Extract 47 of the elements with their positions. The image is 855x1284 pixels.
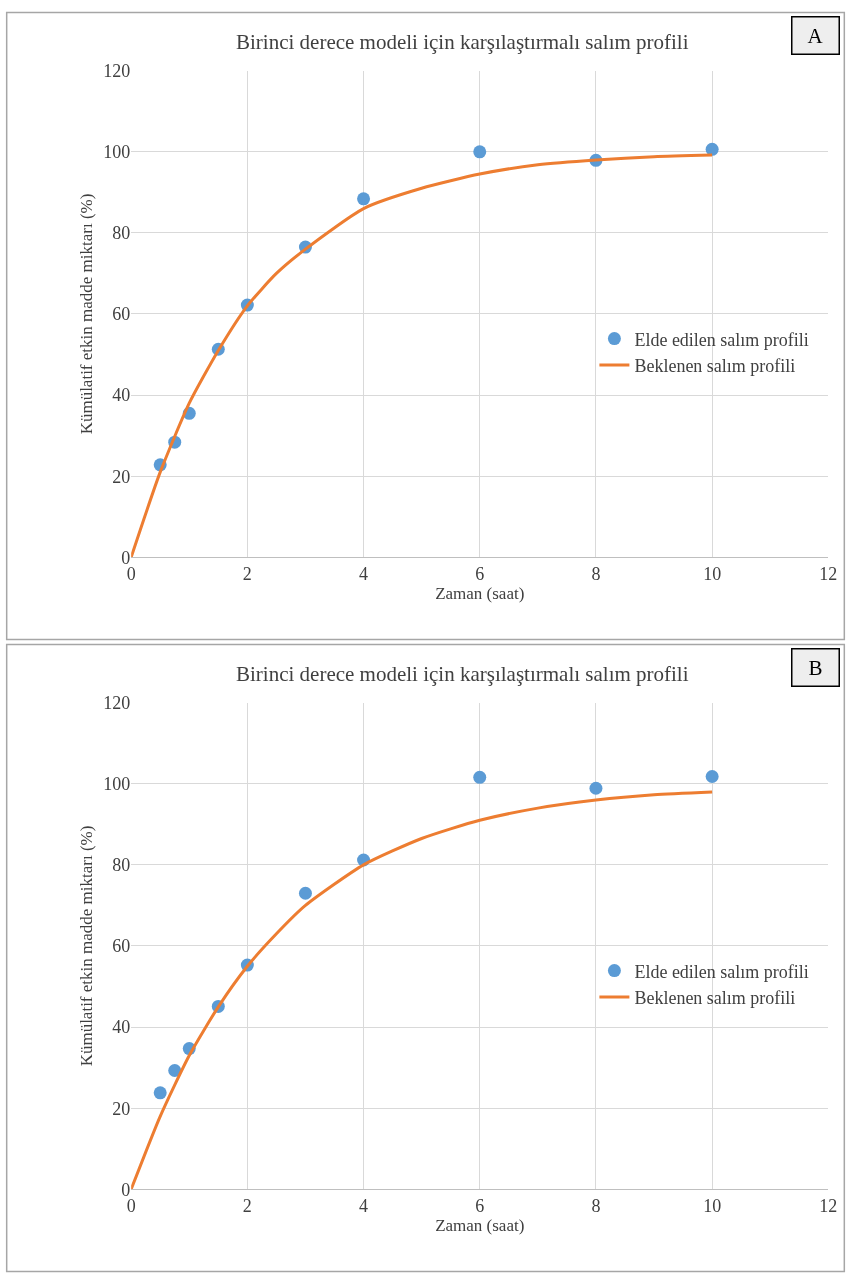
y-tick-label: 0	[121, 547, 131, 568]
y-tick-label: 0	[121, 1179, 131, 1200]
legend-label: Elde edilen salım profili	[634, 329, 809, 350]
text: B	[808, 655, 823, 680]
point	[705, 142, 719, 156]
point	[705, 769, 719, 783]
text: A	[807, 23, 824, 48]
x-tick-label: 10	[703, 1195, 722, 1216]
x-tick-label: 2	[242, 563, 252, 584]
point	[298, 886, 312, 900]
point	[168, 1063, 182, 1077]
point	[357, 192, 371, 206]
y-tick-label: 100	[103, 774, 131, 795]
x-tick-label: 4	[359, 563, 369, 584]
y-tick-label: 20	[112, 466, 131, 487]
y-tick-label: 120	[103, 60, 131, 81]
y-tick-label: 40	[112, 1017, 131, 1038]
y-tick-label: 40	[112, 385, 131, 406]
x-tick-label: 10	[703, 563, 722, 584]
chart-title: Birinci derece modeli için karşılaştırmalı salım profili	[236, 662, 689, 686]
point	[153, 1086, 167, 1100]
y-tick-label: 20	[112, 1098, 131, 1119]
y-tick-label: 80	[112, 223, 131, 244]
x-tick-label: 2	[242, 1195, 252, 1216]
x-axis-title: Zaman (saat)	[435, 584, 525, 604]
x-tick-label: 6	[475, 563, 485, 584]
y-axis-title: Kümülatif etkin madde miktarı (%)	[76, 825, 96, 1067]
chart-title: Birinci derece modeli için karşılaştırmalı salım profili	[236, 30, 689, 54]
point	[473, 145, 487, 159]
x-tick-label: 4	[359, 1195, 369, 1216]
legend-label: Beklenen salım profili	[634, 988, 796, 1009]
y-tick-label: 60	[112, 936, 131, 957]
legend-label: Beklenen salım profili	[634, 356, 796, 377]
x-tick-label: 12	[819, 563, 838, 584]
legend-label: Elde edilen salım profili	[634, 961, 809, 982]
point	[473, 770, 487, 784]
x-tick-label: 8	[591, 563, 601, 584]
x-tick-label: 6	[475, 1195, 485, 1216]
y-tick-label: 100	[103, 142, 131, 163]
y-axis-title: Kümülatif etkin madde miktarı (%)	[76, 193, 96, 435]
y-tick-label: 120	[103, 692, 131, 713]
x-axis-title: Zaman (saat)	[435, 1216, 525, 1236]
y-tick-label: 60	[112, 304, 131, 325]
x-tick-label: 8	[591, 1195, 601, 1216]
point	[589, 781, 603, 795]
x-tick-label: 12	[819, 1195, 838, 1216]
y-tick-label: 80	[112, 855, 131, 876]
